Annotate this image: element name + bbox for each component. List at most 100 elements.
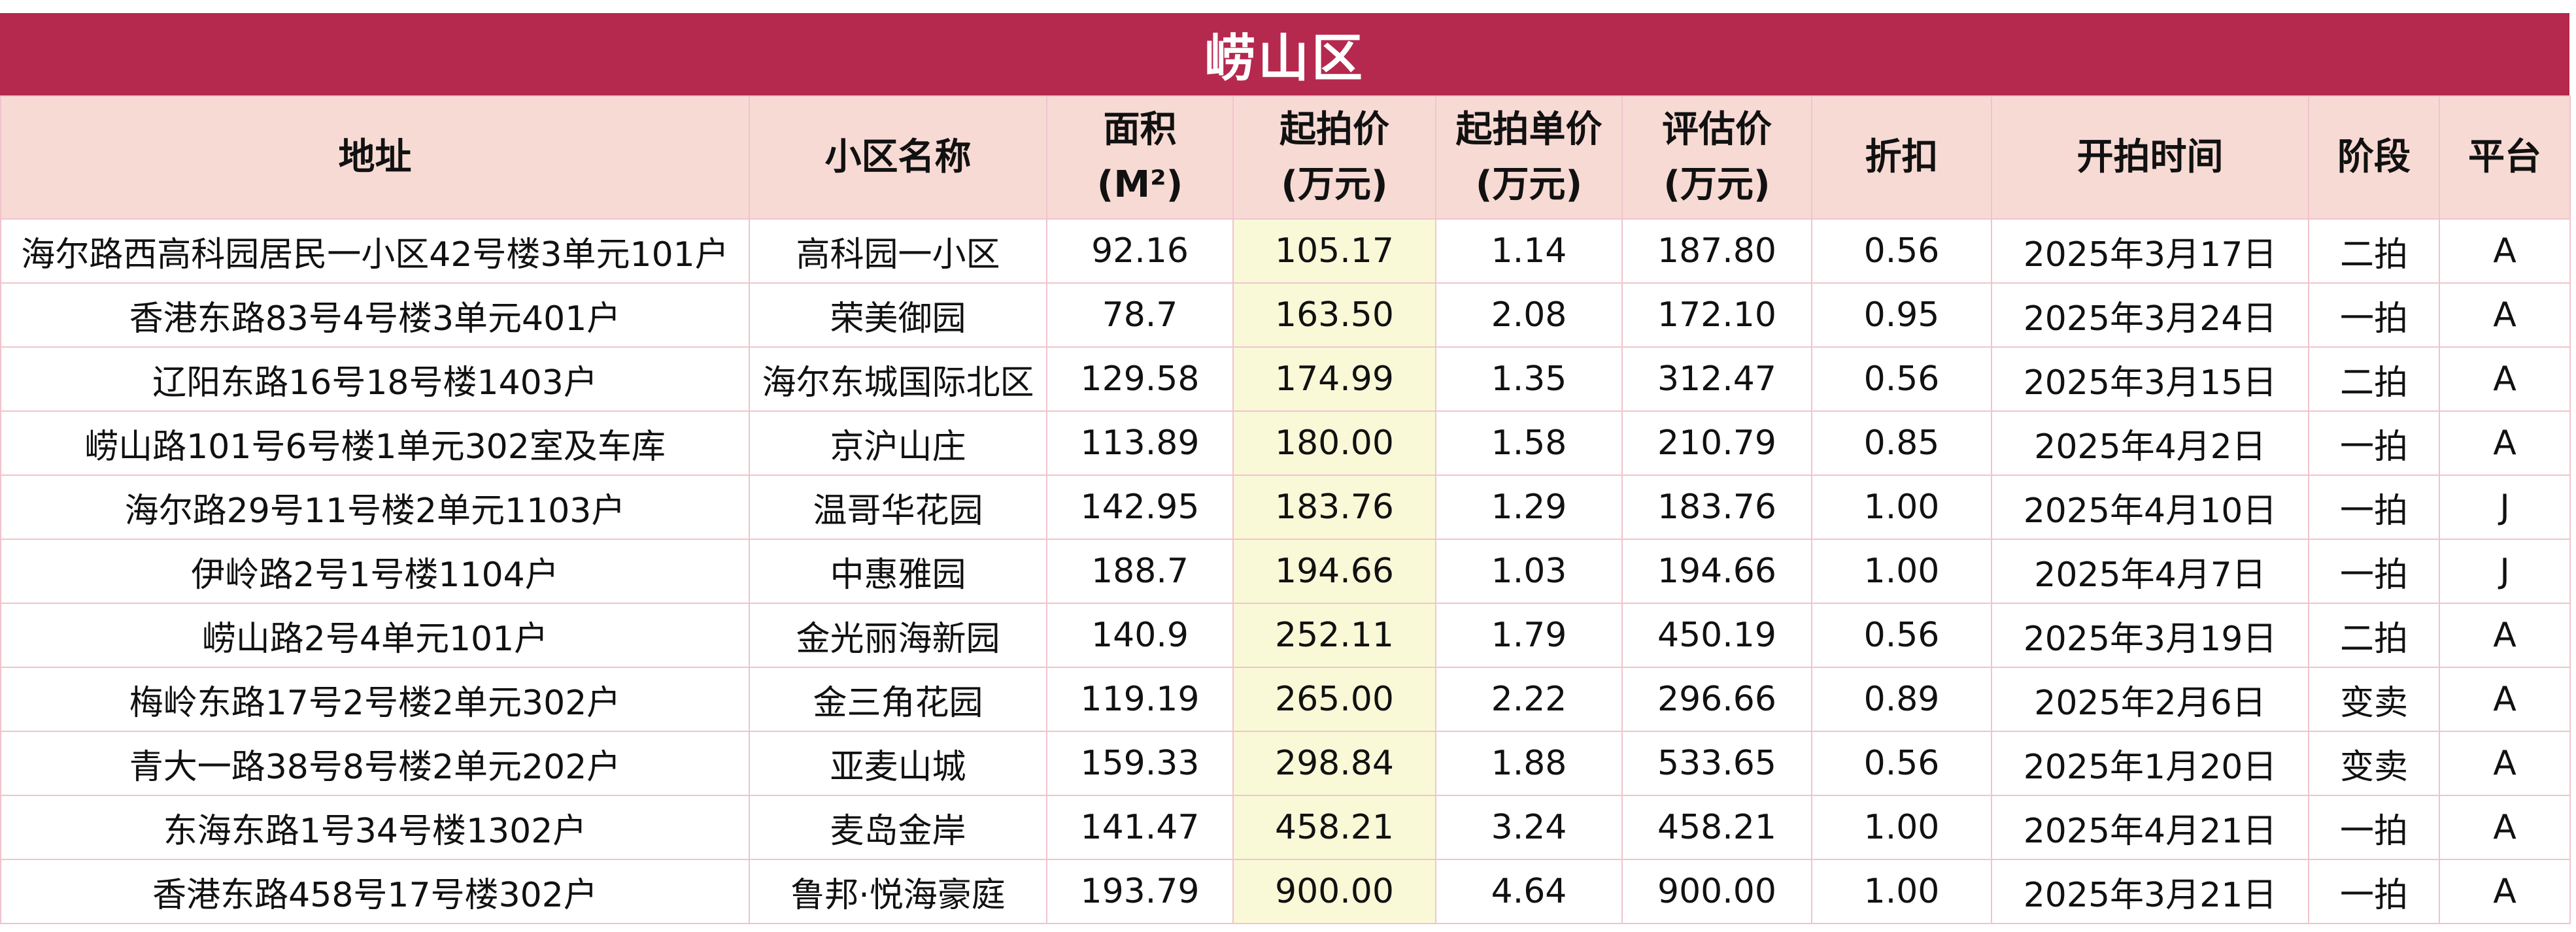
cell-start-time: 2025年3月21日	[1991, 859, 2309, 924]
cell-stage: 变卖	[2308, 731, 2440, 796]
cell-community: 中惠雅园	[749, 539, 1047, 604]
cell-stage: 一拍	[2308, 410, 2440, 476]
cell-start-price: 105.17	[1232, 218, 1436, 284]
table-row: 辽阳东路16号18号楼1403户 海尔东城国际北区 129.58 174.99 1.35…	[0, 346, 2571, 412]
cell-start-time: 2025年4月7日	[1991, 539, 2309, 604]
cell-address: 香港东路83号4号楼3单元401户	[0, 282, 750, 348]
cell-unit-price: 1.29	[1435, 474, 1623, 540]
cell-start-price: 252.11	[1232, 603, 1436, 668]
cell-discount: 1.00	[1811, 474, 1992, 540]
cell-unit-price: 3.24	[1435, 795, 1623, 860]
header-appraisal: 评估价 (万元)	[1621, 95, 1812, 220]
auction-sheet: 崂山区 地址 小区名称 面积 (M²) 起拍价 (万元) 起拍单价 (万元) 评估价(…	[0, 13, 2571, 924]
cell-area: 119.19	[1046, 667, 1234, 732]
cell-appraisal: 312.47	[1621, 346, 1812, 412]
cell-stage: 一拍	[2308, 474, 2440, 540]
cell-unit-price: 1.14	[1435, 218, 1623, 284]
cell-unit-price: 4.64	[1435, 859, 1623, 924]
cell-community: 京沪山庄	[749, 410, 1047, 476]
cell-platform: A	[2439, 603, 2571, 668]
cell-address: 梅岭东路17号2号楼2单元302户	[0, 667, 750, 732]
cell-area: 142.95	[1046, 474, 1234, 540]
cell-appraisal: 183.76	[1621, 474, 1812, 540]
cell-area: 193.79	[1046, 859, 1234, 924]
cell-unit-price: 2.22	[1435, 667, 1623, 732]
cell-address: 崂山路2号4单元101户	[0, 603, 750, 668]
cell-area: 129.58	[1046, 346, 1234, 412]
table-row: 香港东路83号4号楼3单元401户 荣美御园 78.7 163.50 2.08 172.1…	[0, 282, 2571, 348]
cell-start-time: 2025年4月21日	[1991, 795, 2309, 860]
cell-discount: 0.56	[1811, 731, 1992, 796]
cell-platform: A	[2439, 731, 2571, 796]
cell-community: 金三角花园	[749, 667, 1047, 732]
cell-appraisal: 172.10	[1621, 282, 1812, 348]
cell-appraisal: 900.00	[1621, 859, 1812, 924]
table-row: 东海东路1号34号楼1302户 麦岛金岸 141.47 458.21 3.24 458.2…	[0, 795, 2571, 860]
cell-stage: 一拍	[2308, 282, 2440, 348]
cell-address: 崂山路101号6号楼1单元302室及车库	[0, 410, 750, 476]
cell-stage: 二拍	[2308, 218, 2440, 284]
cell-area: 141.47	[1046, 795, 1234, 860]
table-row: 崂山路2号4单元101户 金光丽海新园 140.9 252.11 1.79 450.19 0…	[0, 603, 2571, 668]
header-discount: 折扣	[1811, 95, 1992, 220]
cell-start-time: 2025年2月6日	[1991, 667, 2309, 732]
cell-start-price: 194.66	[1232, 539, 1436, 604]
cell-area: 78.7	[1046, 282, 1234, 348]
cell-appraisal: 450.19	[1621, 603, 1812, 668]
cell-address: 海尔路西高科园居民一小区42号楼3单元101户	[0, 218, 750, 284]
cell-address: 伊岭路2号1号楼1104户	[0, 539, 750, 604]
cell-community: 高科园一小区	[749, 218, 1047, 284]
cell-community: 亚麦山城	[749, 731, 1047, 796]
cell-discount: 0.85	[1811, 410, 1992, 476]
cell-unit-price: 2.08	[1435, 282, 1623, 348]
header-community: 小区名称	[749, 95, 1047, 220]
cell-appraisal: 533.65	[1621, 731, 1812, 796]
header-address: 地址	[0, 95, 750, 220]
cell-address: 东海东路1号34号楼1302户	[0, 795, 750, 860]
cell-start-price: 163.50	[1232, 282, 1436, 348]
cell-platform: A	[2439, 795, 2571, 860]
cell-stage: 一拍	[2308, 539, 2440, 604]
cell-platform: A	[2439, 282, 2571, 348]
cell-start-price: 174.99	[1232, 346, 1436, 412]
cell-unit-price: 1.35	[1435, 346, 1623, 412]
cell-appraisal: 296.66	[1621, 667, 1812, 732]
cell-community: 鲁邦·悦海豪庭	[749, 859, 1047, 924]
cell-discount: 0.56	[1811, 218, 1992, 284]
cell-address: 辽阳东路16号18号楼1403户	[0, 346, 750, 412]
cell-community: 金光丽海新园	[749, 603, 1047, 668]
cell-platform: A	[2439, 346, 2571, 412]
cell-area: 159.33	[1046, 731, 1234, 796]
cell-area: 113.89	[1046, 410, 1234, 476]
table-row: 梅岭东路17号2号楼2单元302户 金三角花园 119.19 265.00 2.22 29…	[0, 667, 2571, 732]
cell-start-time: 2025年3月15日	[1991, 346, 2309, 412]
cell-discount: 0.95	[1811, 282, 1992, 348]
table-row: 崂山路101号6号楼1单元302室及车库 京沪山庄 113.89 180.00 1.58…	[0, 410, 2571, 476]
header-unit-price: 起拍单价 (万元)	[1435, 95, 1623, 220]
cell-address: 海尔路29号11号楼2单元1103户	[0, 474, 750, 540]
cell-discount: 0.89	[1811, 667, 1992, 732]
title-bar: 崂山区	[0, 13, 2569, 95]
cell-appraisal: 210.79	[1621, 410, 1812, 476]
table-row: 伊岭路2号1号楼1104户 中惠雅园 188.7 194.66 1.03 194.66 1.…	[0, 539, 2571, 604]
cell-area: 92.16	[1046, 218, 1234, 284]
cell-unit-price: 1.88	[1435, 731, 1623, 796]
cell-discount: 0.56	[1811, 603, 1992, 668]
cell-start-price: 180.00	[1232, 410, 1436, 476]
cell-start-price: 265.00	[1232, 667, 1436, 732]
cell-platform: A	[2439, 859, 2571, 924]
cell-community: 麦岛金岸	[749, 795, 1047, 860]
table-row: 香港东路458号17号楼302户 鲁邦·悦海豪庭 193.79 900.00 4.64 9…	[0, 859, 2571, 924]
cell-unit-price: 1.58	[1435, 410, 1623, 476]
cell-platform: A	[2439, 667, 2571, 732]
table-body: 海尔路西高科园居民一小区42号楼3单元101户 高科园一小区 92.16 105.17…	[0, 218, 2571, 924]
cell-start-time: 2025年4月2日	[1991, 410, 2309, 476]
cell-appraisal: 458.21	[1621, 795, 1812, 860]
cell-platform: A	[2439, 218, 2571, 284]
cell-stage: 二拍	[2308, 346, 2440, 412]
header-area: 面积 (M²)	[1046, 95, 1234, 220]
cell-platform: J	[2439, 474, 2571, 540]
cell-discount: 1.00	[1811, 859, 1992, 924]
cell-address: 青大一路38号8号楼2单元202户	[0, 731, 750, 796]
cell-discount: 0.56	[1811, 346, 1992, 412]
